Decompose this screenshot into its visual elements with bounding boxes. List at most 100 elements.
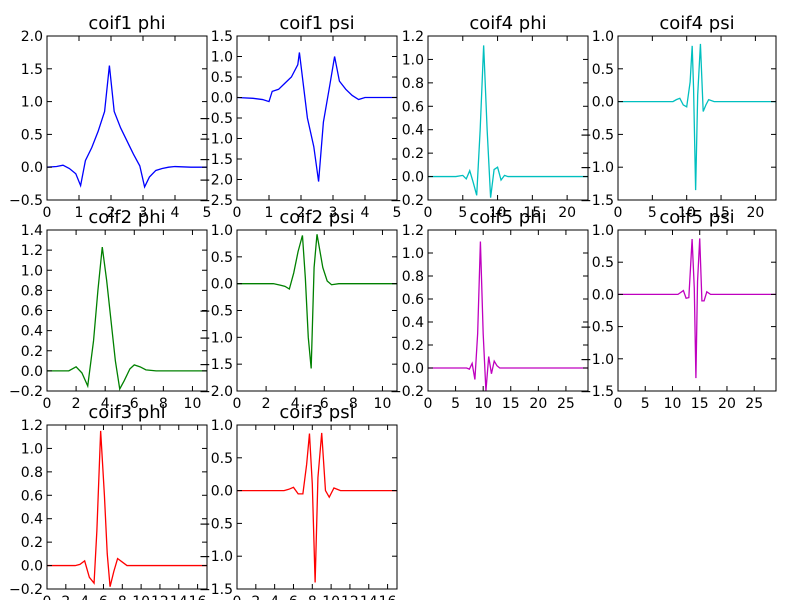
y-tick-label: 1.4	[21, 223, 43, 239]
y-tick-label: −1.0	[199, 549, 233, 565]
subplot-coif1-phi: 0 1 2 3 4 5 −0.5 0.0 0.5 1.0 1.5 2.0 coif1 phi	[9, 13, 211, 221]
x-tick-label: 20	[529, 396, 547, 412]
x-tick-label: 4	[291, 396, 300, 412]
x-tick-label: 25	[557, 396, 575, 412]
x-tick-label: 6	[320, 396, 329, 412]
y-tick-label: 1.0	[21, 263, 43, 279]
x-tick-label: 15	[691, 396, 709, 412]
y-tick-label: 1.2	[21, 243, 43, 259]
x-tick-label: 10	[132, 594, 150, 600]
y-tick-label: 1.0	[592, 223, 614, 239]
x-tick-label: 8	[308, 594, 317, 600]
x-tick-label: 15	[502, 396, 520, 412]
axes-frame	[236, 35, 398, 201]
axes-frame	[46, 35, 208, 201]
y-tick-label: 0.0	[211, 91, 233, 107]
subplot-coif3-psi: 0 2 4 6 8 10121416 −1.5 −1.0 −0.5 0.0 0.5 1.0 coif3 …	[199, 402, 398, 600]
series-line	[618, 238, 776, 379]
series-line	[428, 45, 588, 198]
y-tick-label: −1.0	[580, 160, 614, 176]
y-tick-label: −1.5	[199, 357, 233, 373]
x-tick-label: 4	[171, 205, 180, 221]
x-tick-label: 5	[648, 205, 657, 221]
x-tick-label: 2	[72, 396, 81, 412]
x-tick-label: 16	[189, 594, 207, 600]
x-tick-label: 5	[641, 396, 650, 412]
x-tick-label: 0	[43, 205, 52, 221]
x-tick-label: 4	[80, 594, 89, 600]
y-tick-label: 0.2	[21, 344, 43, 360]
y-tick-label: 0.0	[592, 287, 614, 303]
series-line	[236, 52, 397, 182]
x-tick-label: 12	[341, 594, 359, 600]
y-tick-label: 0.4	[21, 512, 43, 528]
x-tick-label: 2	[262, 396, 271, 412]
y-tick-label: 0.4	[402, 123, 424, 139]
y-tick-label: 1.0	[211, 418, 233, 434]
x-tick-label: 3	[139, 205, 148, 221]
axes-frame	[46, 229, 208, 392]
y-tick-label: 2.0	[21, 29, 43, 45]
x-tick-label: 0	[614, 205, 623, 221]
series-line	[46, 65, 207, 189]
series-line	[47, 430, 207, 587]
x-tick-label: 8	[159, 396, 168, 412]
y-tick-label: −1.5	[580, 384, 614, 400]
y-tick-label: −0.5	[199, 111, 233, 127]
x-tick-label: 0	[424, 396, 433, 412]
y-tick-label: 1.0	[402, 246, 424, 262]
axes-frame	[427, 35, 589, 201]
y-tick-label: −0.2	[9, 384, 43, 400]
y-tick-label: 0.0	[592, 95, 614, 111]
x-tick-label: 0	[43, 396, 52, 412]
x-tick-label: 15	[523, 205, 541, 221]
y-tick-label: 1.0	[211, 50, 233, 66]
x-tick-label: 1	[265, 205, 274, 221]
y-tick-label: 0.8	[21, 465, 43, 481]
x-tick-label: 2	[251, 594, 260, 600]
x-tick-label: 0	[233, 205, 242, 221]
x-tick-label: 10	[489, 205, 507, 221]
x-tick-label: 20	[718, 396, 736, 412]
y-tick-label: 1.5	[21, 62, 43, 78]
subplot-title: coif3 phi	[88, 402, 165, 423]
y-tick-label: 0.5	[211, 250, 233, 266]
y-tick-label: 0.0	[211, 484, 233, 500]
subplot-coif1-psi: 0 1 2 3 4 5−2.5−2.0−1.5−1.0−0.50.00.51.01.5co…	[199, 13, 401, 221]
x-tick-label: 4	[101, 396, 110, 412]
x-tick-label: 0	[614, 396, 623, 412]
x-tick-label: 10	[322, 594, 340, 600]
series-line	[618, 43, 776, 191]
y-tick-label: −0.5	[199, 516, 233, 532]
y-tick-label: 0.5	[211, 451, 233, 467]
x-tick-label: 0	[233, 396, 242, 412]
axes-frame	[617, 229, 777, 392]
series-line	[237, 432, 397, 583]
y-tick-label: 0.0	[211, 277, 233, 293]
y-tick-label: 0.5	[211, 70, 233, 86]
x-tick-label: 8	[349, 396, 358, 412]
y-tick-label: 0.0	[402, 170, 424, 186]
y-tick-label: 0.5	[592, 255, 614, 271]
y-tick-label: 1.2	[402, 223, 424, 239]
x-tick-label: 10	[474, 396, 492, 412]
x-tick-label: 1	[75, 205, 84, 221]
x-tick-label: 6	[99, 594, 108, 600]
subplot-coif4-psi: 0 5 10 15 20 −1.5 −1.0 −0.5 0.0 0.5 1.0 coif4 psi	[580, 13, 777, 221]
x-tick-label: 3	[329, 205, 338, 221]
y-tick-label: 0.8	[402, 76, 424, 92]
x-tick-label: 4	[270, 594, 279, 600]
y-tick-label: 0.2	[402, 338, 424, 354]
y-tick-label: −2.0	[199, 173, 233, 189]
subplot-coif3-phi: 0 2 4 6 8 10121416 −0.2 0.0 0.2 0.4 0.6 0.8 1.0 1.2 co…	[9, 402, 208, 600]
axes-frame	[617, 35, 777, 201]
subplot-title: coif5 psi	[659, 207, 734, 228]
subplot-title: coif4 psi	[659, 13, 734, 34]
y-tick-label: 0.8	[21, 283, 43, 299]
y-tick-label: 0.0	[21, 364, 43, 380]
axes-frame	[46, 424, 208, 590]
subplot-title: coif1 phi	[88, 13, 165, 34]
y-tick-label: 0.4	[402, 315, 424, 331]
